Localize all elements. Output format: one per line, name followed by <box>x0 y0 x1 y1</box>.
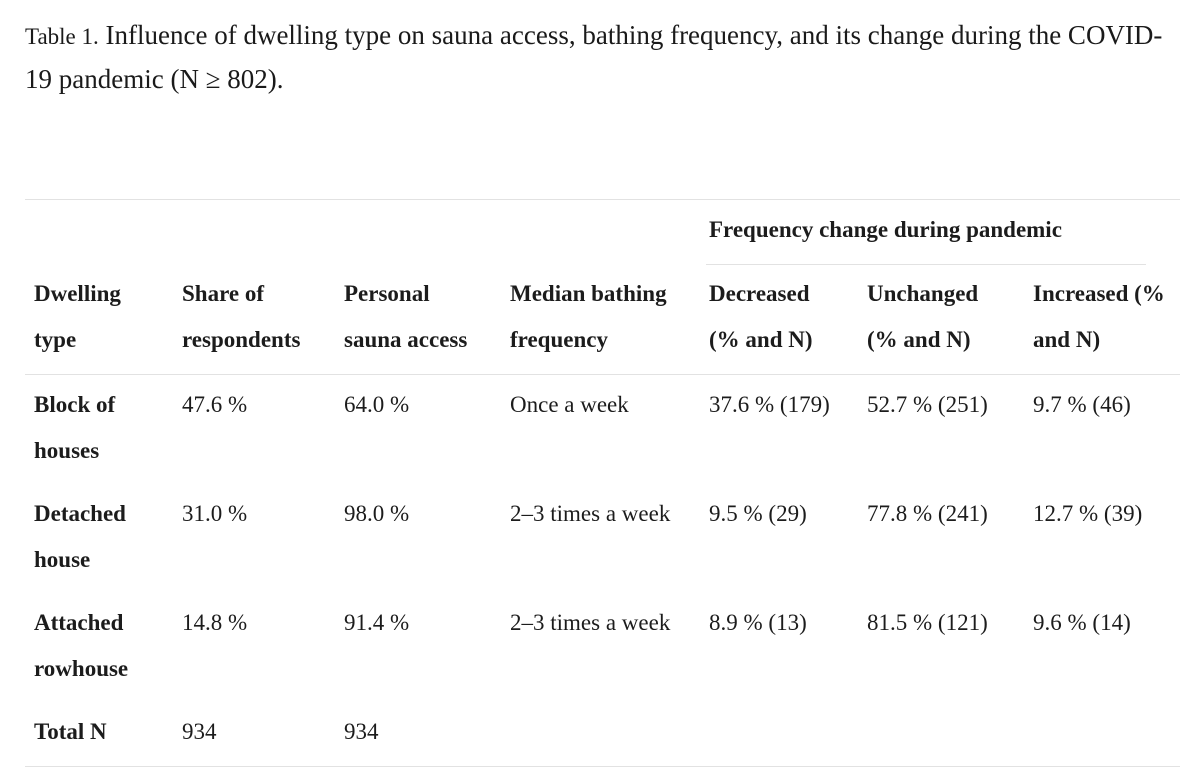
header-access-line1: Personal <box>344 281 430 306</box>
row-unchanged: 52.7 % (251) <box>867 392 988 417</box>
header-share-line2: respondents <box>182 327 301 352</box>
group-header-rule <box>706 264 1146 265</box>
row-type-line2: rowhouse <box>34 656 129 681</box>
row-decreased: 8.9 % (13) <box>709 610 807 635</box>
header-decreased-line1: Decreased <box>709 281 810 306</box>
header-median-line2: frequency <box>510 327 608 352</box>
header-bottom-rule <box>25 374 1180 375</box>
row-type-line2: house <box>34 547 91 572</box>
row-increased: 9.7 % (46) <box>1033 392 1131 417</box>
row-share: 47.6 % <box>182 392 248 417</box>
header-share-line1: Share of <box>182 281 264 306</box>
row-decreased: 9.5 % (29) <box>709 501 807 526</box>
caption-text: Influence of dwelling type on sauna acce… <box>25 20 1163 94</box>
row-access: 91.4 % <box>344 610 410 635</box>
group-header-frequency-change: Frequency change during pandemic <box>709 217 1062 242</box>
header-increased-line2: and N) <box>1033 327 1101 352</box>
header-unchanged-line1: Unchanged <box>867 281 979 306</box>
row-share: 31.0 % <box>182 501 248 526</box>
row-type-line1: Block of <box>34 392 116 417</box>
row-median: Once a week <box>510 392 629 417</box>
row-share: 14.8 % <box>182 610 248 635</box>
row-increased: 12.7 % (39) <box>1033 501 1143 526</box>
row-increased: 9.6 % (14) <box>1033 610 1131 635</box>
total-share: 934 <box>182 719 217 744</box>
row-access: 64.0 % <box>344 392 410 417</box>
row-unchanged: 81.5 % (121) <box>867 610 988 635</box>
row-access: 98.0 % <box>344 501 410 526</box>
table-top-rule <box>25 199 1180 200</box>
row-type-line2: houses <box>34 438 100 463</box>
total-access: 934 <box>344 719 379 744</box>
header-dwelling-line1: Dwelling <box>34 281 121 306</box>
table-caption: Table 1. Influence of dwelling type on s… <box>25 14 1175 100</box>
row-median: 2–3 times a week <box>510 501 671 526</box>
header-unchanged-line2: (% and N) <box>867 327 971 352</box>
row-median: 2–3 times a week <box>510 610 671 635</box>
row-unchanged: 77.8 % (241) <box>867 501 988 526</box>
table-bottom-rule <box>25 766 1180 767</box>
total-label: Total N <box>34 719 107 744</box>
header-dwelling-line2: type <box>34 327 77 352</box>
row-type-line1: Attached <box>34 610 124 635</box>
row-type-line1: Detached <box>34 501 126 526</box>
header-access-line2: sauna access <box>344 327 468 352</box>
caption-label: Table 1. <box>25 24 99 49</box>
row-decreased: 37.6 % (179) <box>709 392 830 417</box>
header-decreased-line2: (% and N) <box>709 327 813 352</box>
header-median-line1: Median bathing <box>510 281 667 306</box>
header-increased-line1: Increased (% <box>1033 281 1165 306</box>
